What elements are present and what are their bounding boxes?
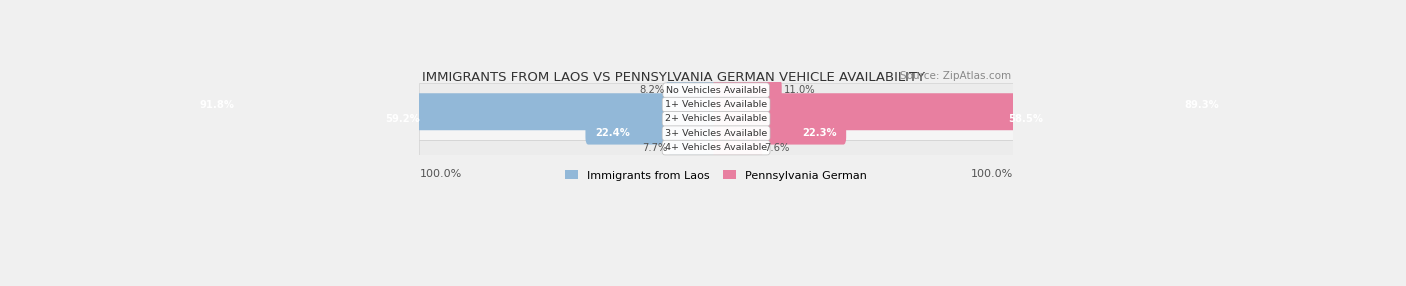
- Text: 8.2%: 8.2%: [640, 85, 665, 95]
- FancyBboxPatch shape: [375, 108, 718, 130]
- Text: 59.2%: 59.2%: [385, 114, 420, 124]
- Bar: [419, 126, 1012, 140]
- Text: 100.0%: 100.0%: [970, 169, 1012, 179]
- Text: 100.0%: 100.0%: [419, 169, 461, 179]
- Bar: [419, 83, 1012, 98]
- Text: 7.6%: 7.6%: [763, 143, 789, 152]
- Text: 58.5%: 58.5%: [1008, 114, 1043, 124]
- Text: 3+ Vehicles Available: 3+ Vehicles Available: [665, 129, 768, 138]
- Text: 22.3%: 22.3%: [801, 128, 837, 138]
- Text: 22.4%: 22.4%: [595, 128, 630, 138]
- Bar: [419, 140, 1012, 155]
- Text: 4+ Vehicles Available: 4+ Vehicles Available: [665, 143, 768, 152]
- FancyBboxPatch shape: [713, 108, 1053, 130]
- FancyBboxPatch shape: [666, 79, 718, 102]
- Text: Source: ZipAtlas.com: Source: ZipAtlas.com: [900, 72, 1011, 82]
- Text: 91.8%: 91.8%: [200, 100, 235, 110]
- Text: IMMIGRANTS FROM LAOS VS PENNSYLVANIA GERMAN VEHICLE AVAILABILITY: IMMIGRANTS FROM LAOS VS PENNSYLVANIA GER…: [422, 72, 925, 84]
- FancyBboxPatch shape: [713, 122, 846, 144]
- Text: 7.7%: 7.7%: [643, 143, 668, 152]
- Bar: [419, 112, 1012, 126]
- FancyBboxPatch shape: [713, 136, 762, 159]
- Text: No Vehicles Available: No Vehicles Available: [665, 86, 766, 95]
- Text: 11.0%: 11.0%: [783, 85, 815, 95]
- Text: 89.3%: 89.3%: [1184, 100, 1219, 110]
- FancyBboxPatch shape: [585, 122, 718, 144]
- FancyBboxPatch shape: [190, 93, 718, 116]
- FancyBboxPatch shape: [713, 79, 782, 102]
- Text: 1+ Vehicles Available: 1+ Vehicles Available: [665, 100, 768, 109]
- Legend: Immigrants from Laos, Pennsylvania German: Immigrants from Laos, Pennsylvania Germa…: [565, 170, 868, 181]
- Text: 2+ Vehicles Available: 2+ Vehicles Available: [665, 114, 768, 123]
- FancyBboxPatch shape: [713, 93, 1229, 116]
- Bar: [419, 98, 1012, 112]
- FancyBboxPatch shape: [669, 136, 718, 159]
